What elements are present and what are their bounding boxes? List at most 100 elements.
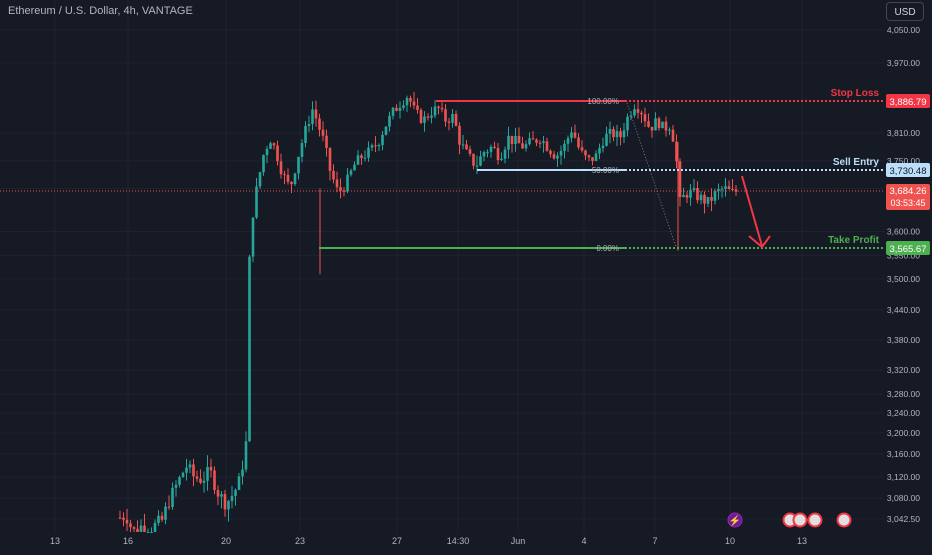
candle-body [598,148,601,154]
candle-body [671,129,675,142]
candle-body [248,256,251,442]
candle-body [237,476,241,490]
candle-body [209,466,213,471]
candle-body [335,179,339,188]
y-tick-label: 3,550.00 [887,250,920,260]
candle-body [496,147,500,160]
candle-body [230,495,234,501]
candle-body [132,527,136,529]
candle-body [272,143,276,146]
candle-body [570,132,573,139]
candle-body [629,115,633,117]
candle-body [363,157,367,159]
symbol-title: Ethereum / U.S. Dollar, 4h, VANTAGE [8,5,193,17]
candle-body [118,517,122,519]
candle-body [545,141,549,151]
take-profit-fib-label: 0.00% [596,244,619,253]
candle-body [661,121,664,129]
candle-body [461,144,465,146]
candle-body [185,467,188,473]
candle-body [349,170,353,175]
candle-body [514,136,517,145]
price-axis[interactable] [884,0,932,550]
us-flag-event-icons[interactable] [782,512,852,528]
candle-body [566,138,570,144]
candle-body [325,135,328,149]
candle-body [531,138,535,140]
candle-body [517,136,521,144]
candle-body [416,105,419,110]
candle-body [146,532,150,533]
x-tick-label: 7 [652,536,657,546]
candle-body [360,155,363,159]
candle-body [440,107,444,110]
candle-body [500,158,503,160]
candle-body [227,500,230,510]
candle-body [346,174,349,192]
candle-body [559,150,563,156]
candle-body [433,106,437,116]
candle-body [321,129,325,136]
candle-body [139,525,143,532]
candle-body [451,113,454,123]
candle-body [304,125,307,144]
candle-body [269,143,272,149]
candle-body [713,190,717,201]
candle-body [489,146,493,152]
candle-body [692,188,696,190]
fib-diagonal [625,99,677,248]
currency-button[interactable]: USD [886,2,924,21]
candle-body [234,489,237,496]
candle-body [223,494,227,510]
candle-body [157,515,160,523]
candle-body [580,147,584,151]
y-tick-label: 3,042.50 [887,514,920,524]
candle-body [402,105,405,108]
candle-body [731,189,734,191]
candle-body [549,150,552,155]
stop-loss-axis-tag [886,94,930,108]
candle-body [724,186,727,189]
candle-body [192,464,195,477]
candle-body [486,151,489,153]
candle-body [174,484,178,488]
candle-body [143,525,146,532]
candle-body [475,165,479,167]
candle-body [419,109,423,123]
candle-body [213,470,216,491]
y-tick-label: 4,050.00 [887,25,920,35]
candle-body [241,469,244,477]
current-price-tag [886,184,930,210]
candle-body [220,494,223,497]
x-tick-label: 23 [295,536,305,546]
trade-arrow-head [748,235,771,249]
candle-body [283,174,286,176]
current-price-value: 3,684.26 [890,186,927,197]
candle-body [619,131,622,138]
candle-body [447,121,451,123]
lightning-event-icon[interactable] [727,512,743,528]
candle-body [405,97,409,106]
candle-body [377,144,381,147]
candle-body [706,197,710,204]
y-tick-label: 3,200.00 [887,428,920,438]
x-tick-label: 14:30 [447,536,470,546]
candle-body [465,144,468,150]
candle-body [381,134,384,145]
candle-body [437,106,440,108]
y-tick-label: 3,120.00 [887,472,920,482]
time-axis[interactable] [0,533,884,550]
candle-body [318,118,321,130]
candle-body [727,186,731,190]
candle-body [258,172,262,187]
candle-body [654,118,657,131]
candle-body [286,174,290,182]
take-profit-axis-value: 3,565.67 [890,244,927,255]
stop-loss-label: Stop Loss [831,88,880,99]
candle-body [426,116,430,118]
candle-body [171,487,174,507]
candle-body [664,121,668,131]
candle-body [720,188,724,190]
